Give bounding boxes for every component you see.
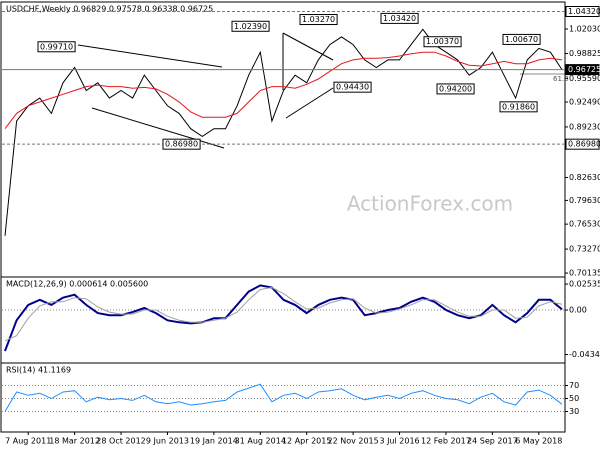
level-box <box>565 6 600 18</box>
annotation-box <box>162 138 201 150</box>
fib-label: 61.8 <box>553 75 569 83</box>
annotation-label: 0.99710 <box>40 42 73 51</box>
x-tick-label: 28 Oct 2012 <box>96 437 145 446</box>
y-tick-label: 1.02030 <box>569 25 600 34</box>
level-label: 1.04320 <box>568 7 600 16</box>
x-tick-label: 22 Nov 2015 <box>328 437 379 446</box>
x-tick-label: 31 Aug 2014 <box>235 437 286 446</box>
y-tick-label: 50 <box>569 394 579 403</box>
annotation-box <box>231 20 270 32</box>
x-tick-label: 24 Sep 2017 <box>467 437 518 446</box>
trend-line <box>91 107 225 149</box>
trend-line <box>282 32 334 61</box>
panel-title: MACD(12,26,9) 0.000614 0.005600 <box>6 280 148 289</box>
annotation-box <box>436 83 475 95</box>
y-tick-label: 0.98825 <box>569 49 600 58</box>
annotation-box <box>380 12 419 24</box>
y-tick-label: 0.025353 <box>569 280 600 289</box>
y-tick-label: 0.92490 <box>569 98 600 107</box>
panel-title: RSI(14) 41.1169 <box>6 366 71 375</box>
y-tick-label: 0.76530 <box>569 220 600 229</box>
y-tick-label: 30 <box>569 407 579 416</box>
x-tick-label: 7 Aug 2011 <box>5 437 51 446</box>
x-tick-label: 3 Jul 2016 <box>379 437 419 446</box>
y-tick-label: 0.73270 <box>569 245 600 254</box>
annotation-box <box>423 36 462 48</box>
y-tick-label: 0.00 <box>569 306 587 315</box>
y-tick-label: 0.95590 <box>569 74 600 83</box>
annotation-box <box>502 33 541 45</box>
annotation-label: 1.03270 <box>302 15 335 24</box>
y-tick-label: 0.89230 <box>569 122 600 131</box>
y-tick-label: 70 <box>569 381 579 390</box>
annotation-box <box>299 14 338 26</box>
annotation-box <box>499 101 538 113</box>
annotation-label: 1.03420 <box>383 14 416 23</box>
x-tick-label: 9 Jun 2013 <box>146 437 189 446</box>
watermark: ActionForex.com <box>347 192 513 216</box>
series-line <box>4 51 563 130</box>
series-line <box>4 284 563 352</box>
x-tick-label: 18 Mar 2012 <box>49 437 100 446</box>
level-box <box>565 64 600 76</box>
y-tick-label: 0.82630 <box>569 173 600 182</box>
annotation-label: 1.00370 <box>426 37 459 46</box>
x-tick-label: 19 Jan 2014 <box>190 437 238 446</box>
annotation-label: 1.02390 <box>234 22 267 31</box>
annotation-label: 0.86980 <box>165 140 198 149</box>
y-tick-label: 0.70135 <box>569 269 600 278</box>
annotation-label: 0.91860 <box>502 102 535 111</box>
panel-title: USDCHF,Weekly 0.96829 0.97578 0.96338 0.… <box>6 5 213 14</box>
series-line <box>4 286 563 342</box>
level-label: 0.96725 <box>568 65 600 74</box>
level-label: 0.86980 <box>568 140 600 149</box>
y-tick-label: -0.043415 <box>569 350 600 359</box>
annotation-box <box>37 41 76 53</box>
annotation-box <box>333 81 372 93</box>
y-tick-label: 0.79630 <box>569 196 600 205</box>
series-line <box>4 383 563 412</box>
trend-line <box>77 44 223 68</box>
annotation-label: 0.94430 <box>336 83 369 92</box>
level-box <box>565 138 600 150</box>
annotation-label: 1.00670 <box>505 35 538 44</box>
x-tick-label: 6 May 2018 <box>515 437 562 446</box>
annotation-label: 0.94200 <box>439 84 472 93</box>
series-line <box>4 28 563 236</box>
panel-frame <box>0 362 566 433</box>
trend-line <box>285 87 334 119</box>
x-tick-label: 12 Feb 2017 <box>421 437 471 446</box>
x-tick-label: 12 Apr 2015 <box>282 437 331 446</box>
